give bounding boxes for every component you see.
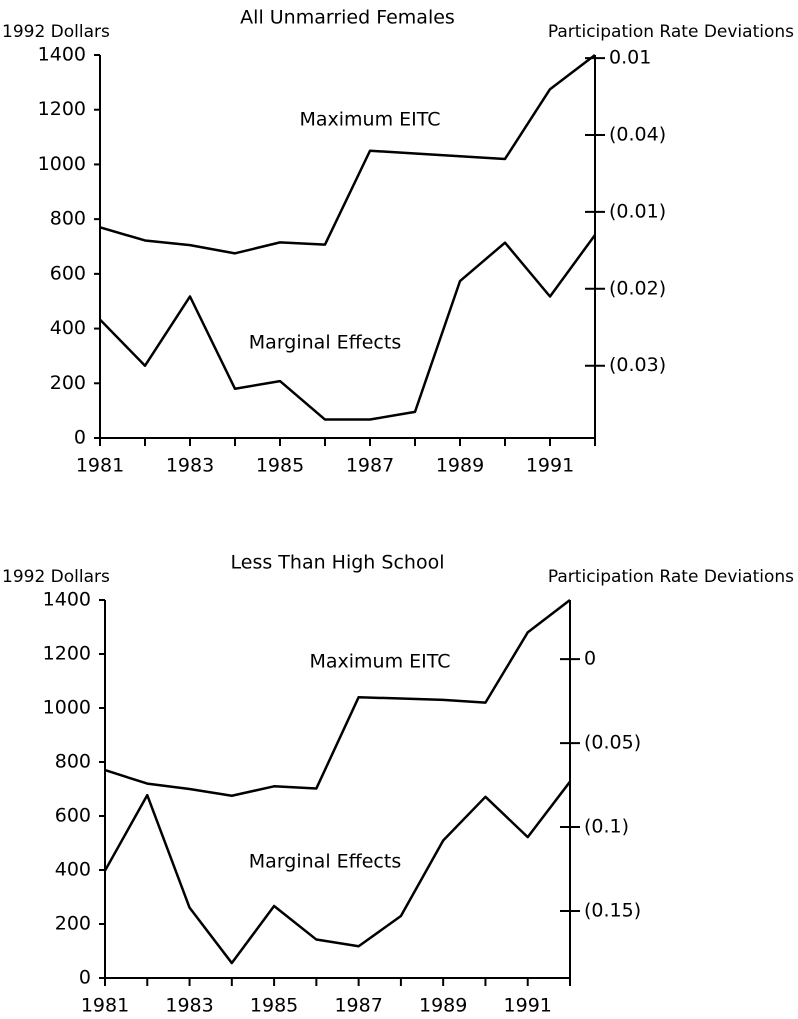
- y2-tick-label: 0: [584, 648, 596, 670]
- y-tick-label: 1200: [43, 643, 91, 665]
- chart-title: All Unmarried Females: [240, 7, 455, 29]
- y-tick-label: 400: [50, 317, 86, 339]
- x-tick-label: 1985: [256, 455, 304, 477]
- series-line: [99, 234, 597, 421]
- y-tick-label: 0: [74, 427, 86, 449]
- x-tick-label: 1991: [504, 995, 552, 1017]
- y-tick-label: 1000: [38, 153, 86, 175]
- y2-axis-label: Participation Rate Deviations: [548, 22, 794, 42]
- y-axis-label: 1992 Dollars: [2, 22, 110, 42]
- y-tick-label: 1400: [38, 44, 86, 66]
- y-tick-label: 0: [79, 967, 91, 989]
- x-tick-label: 1989: [436, 455, 484, 477]
- y2-tick-label: (0.04): [609, 123, 666, 145]
- y2-tick-label: (0.03): [609, 354, 666, 376]
- x-tick-label: 1989: [419, 995, 467, 1017]
- y2-tick-label: (0.1): [584, 816, 629, 838]
- x-tick-label: 1987: [346, 455, 394, 477]
- series-label: Marginal Effects: [249, 851, 401, 873]
- x-tick-label: 1985: [250, 995, 298, 1017]
- x-tick-label: 1983: [165, 995, 213, 1017]
- y2-tick-label: (0.02): [609, 277, 666, 299]
- y-tick-label: 1000: [43, 697, 91, 719]
- y-tick-label: 600: [50, 262, 86, 284]
- y-tick-label: 800: [55, 751, 91, 773]
- y-tick-label: 400: [55, 859, 91, 881]
- x-tick-label: 1981: [81, 995, 129, 1017]
- y2-tick-label: (0.15): [584, 899, 641, 921]
- y2-tick-label: 0.01: [609, 47, 651, 69]
- series-label: Maximum EITC: [299, 109, 440, 131]
- series-label: Marginal Effects: [249, 332, 401, 354]
- y-tick-label: 1400: [43, 589, 91, 611]
- y-axis-label: 1992 Dollars: [2, 567, 110, 587]
- y-tick-label: 200: [50, 372, 86, 394]
- y-tick-label: 200: [55, 913, 91, 935]
- chart-title: Less Than High School: [231, 552, 445, 574]
- x-tick-label: 1983: [166, 455, 214, 477]
- y2-axis-label: Participation Rate Deviations: [548, 567, 794, 587]
- y2-tick-label: (0.05): [584, 732, 641, 754]
- series-line: [104, 599, 571, 797]
- y-tick-label: 600: [55, 805, 91, 827]
- x-tick-label: 1991: [526, 455, 574, 477]
- y-tick-label: 1200: [38, 98, 86, 120]
- series-line: [103, 780, 571, 965]
- series-line: [99, 54, 596, 255]
- y-tick-label: 800: [50, 208, 86, 230]
- y2-tick-label: (0.01): [609, 200, 666, 222]
- x-tick-label: 1987: [334, 995, 382, 1017]
- x-tick-label: 1981: [76, 455, 124, 477]
- series-label: Maximum EITC: [309, 651, 450, 673]
